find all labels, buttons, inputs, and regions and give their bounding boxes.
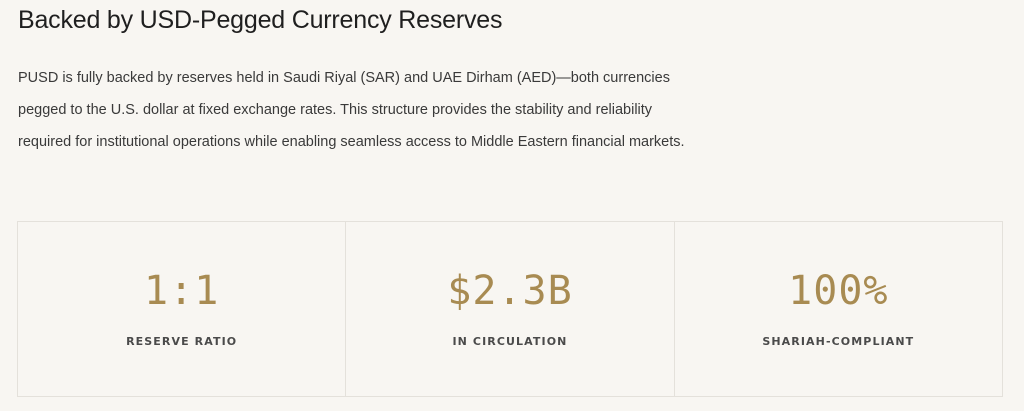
section-description: PUSD is fully backed by reserves held in…: [18, 70, 685, 150]
stat-value: 1:1: [144, 268, 220, 314]
stat-value: 100%: [788, 268, 889, 314]
section-heading: Backed by USD-Pegged Currency Reserves: [18, 6, 503, 34]
stats-panel: 1:1 RESERVE RATIO $2.3B IN CIRCULATION 1…: [17, 221, 1003, 397]
stat-label: RESERVE RATIO: [126, 335, 238, 348]
stat-in-circulation: $2.3B IN CIRCULATION: [346, 222, 675, 396]
stat-value: $2.3B: [447, 268, 573, 314]
stat-reserve-ratio: 1:1 RESERVE RATIO: [18, 222, 347, 396]
stat-label: SHARIAH-COMPLIANT: [762, 335, 915, 348]
stat-shariah-compliant: 100% SHARIAH-COMPLIANT: [675, 222, 1002, 396]
stat-label: IN CIRCULATION: [452, 335, 568, 348]
